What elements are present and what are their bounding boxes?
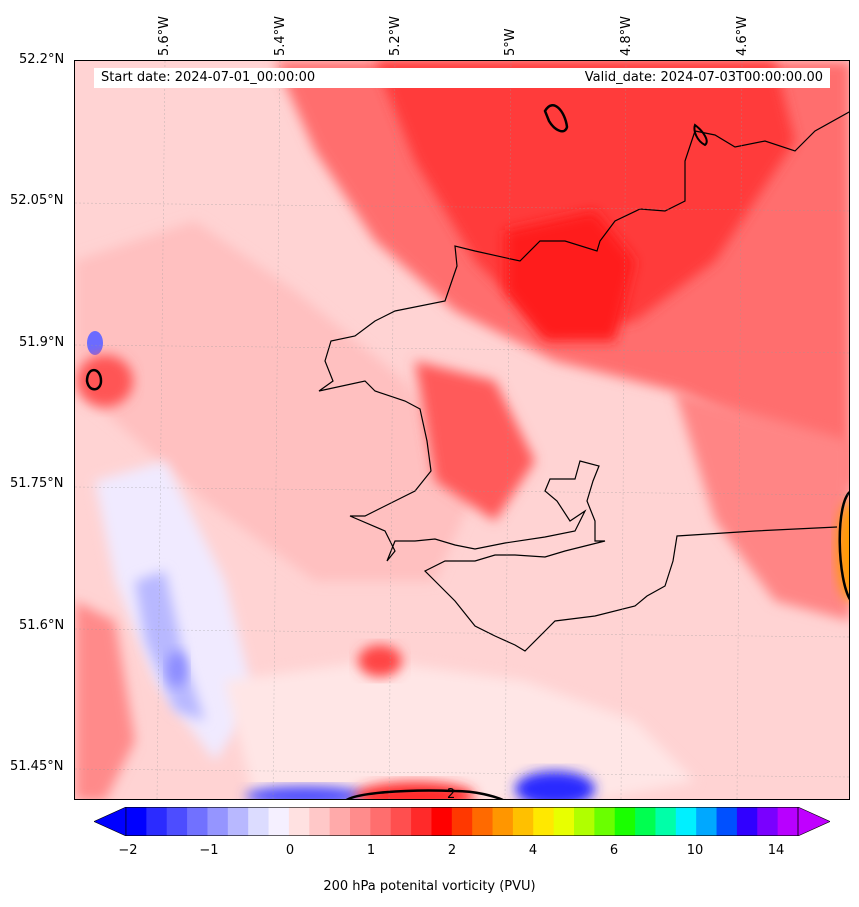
pv-field-svg: 2 bbox=[75, 61, 849, 800]
colorbar-segment bbox=[166, 807, 188, 836]
colorbar-segment bbox=[757, 807, 779, 836]
pv-blue-blob-far-w bbox=[87, 331, 103, 355]
colorbar-segment bbox=[227, 807, 249, 836]
colorbar-segment bbox=[553, 807, 575, 836]
colorbar-ticks: −2 −1 0 1 2 4 6 10 14 bbox=[0, 843, 859, 863]
pv-region-south-light bbox=[225, 661, 695, 799]
pv-region-sw bbox=[75, 601, 135, 799]
colorbar-segment bbox=[350, 807, 371, 836]
lon-label-6: 4.6°W bbox=[735, 15, 750, 56]
lon-label-5: 4.8°W bbox=[619, 15, 634, 56]
cbar-tick-9: 14 bbox=[767, 843, 785, 858]
colorbar-segment bbox=[675, 807, 697, 836]
colorbar-extend-left bbox=[93, 806, 127, 837]
cbar-tick-6: 4 bbox=[528, 843, 538, 858]
coastline bbox=[318, 111, 849, 652]
lat-label-3: 51.9°N bbox=[19, 335, 65, 350]
cbar-tick-3: 0 bbox=[285, 843, 295, 858]
contour-2-north bbox=[543, 104, 569, 133]
lon-label-1: 5.6°W bbox=[157, 15, 172, 56]
lon-label-4: 5°W bbox=[503, 28, 518, 56]
colorbar-segment bbox=[696, 807, 718, 836]
colorbar-frame bbox=[125, 807, 799, 836]
start-date-text: Start date: 2024-07-01_00:00:00 bbox=[101, 70, 316, 85]
pv-region-core-ne bbox=[375, 61, 795, 331]
pv-blue-blob-s1 bbox=[245, 786, 365, 799]
cbar-tick-5: 2 bbox=[447, 843, 457, 858]
pv-region-east bbox=[675, 391, 849, 621]
colorbar-segment bbox=[126, 807, 147, 836]
colorbar-segment bbox=[736, 807, 758, 836]
colorbar-extend-right bbox=[797, 806, 831, 837]
colorbar-segment bbox=[390, 807, 412, 836]
pv-region-mid bbox=[75, 221, 475, 581]
pv-region-central bbox=[415, 361, 535, 521]
contour-2-south bbox=[345, 789, 504, 799]
pv-map: 2 bbox=[74, 60, 850, 800]
colorbar-segment bbox=[472, 807, 494, 836]
colorbar-segment bbox=[716, 807, 738, 836]
colorbar-segment bbox=[533, 807, 555, 836]
lon-label-3: 5.2°W bbox=[388, 15, 403, 56]
lat-label-1: 52.2°N bbox=[19, 52, 65, 67]
cbar-tick-8: 10 bbox=[686, 843, 704, 858]
colorbar-segment bbox=[146, 807, 168, 836]
colorbar-segment bbox=[635, 807, 656, 836]
colorbar-segment bbox=[431, 807, 453, 836]
colorbar-segment bbox=[594, 807, 616, 836]
lat-label-2: 52.05°N bbox=[10, 193, 64, 208]
lat-label-6: 51.45°N bbox=[10, 759, 64, 774]
date-info-box: Start date: 2024-07-01_00:00:00 Valid_da… bbox=[94, 68, 830, 88]
pv-region-west-light bbox=[95, 461, 255, 761]
colorbar-segment bbox=[451, 807, 473, 836]
colorbar-segment bbox=[248, 807, 270, 836]
lat-label-5: 51.6°N bbox=[19, 618, 65, 633]
colorbar-segment bbox=[187, 807, 208, 836]
cbar-tick-7: 6 bbox=[609, 843, 619, 858]
colorbar bbox=[93, 806, 831, 837]
pv-region-west-blue bbox=[135, 571, 205, 721]
colorbar-segment bbox=[655, 807, 677, 836]
colorbar-segment bbox=[512, 807, 534, 836]
pv-red-blob-s2 bbox=[358, 645, 402, 677]
colorbar-segment bbox=[329, 807, 351, 836]
cbar-tick-4: 1 bbox=[366, 843, 376, 858]
colorbar-title: 200 hPa potenital vorticity (PVU) bbox=[323, 879, 536, 894]
colorbar-segment bbox=[207, 807, 229, 836]
pv-blue-blob-s2 bbox=[515, 771, 595, 799]
lon-label-2: 5.4°W bbox=[273, 15, 288, 56]
lat-label-4: 51.75°N bbox=[10, 476, 64, 491]
pv-red-patch-w bbox=[77, 355, 133, 407]
cbar-tick-1: −2 bbox=[118, 843, 138, 858]
gridlines bbox=[75, 61, 849, 799]
colorbar-segment bbox=[777, 807, 799, 836]
colorbar-segment bbox=[309, 807, 331, 836]
pv-blue-blob-w bbox=[167, 651, 187, 687]
colorbar-segment bbox=[268, 807, 290, 836]
cbar-tick-2: −1 bbox=[199, 843, 219, 858]
contour-2-west bbox=[85, 368, 103, 391]
colorbar-segment bbox=[411, 807, 432, 836]
colorbar-segment bbox=[574, 807, 595, 836]
colorbar-segment bbox=[370, 807, 392, 836]
contour-label: 2 bbox=[447, 787, 455, 800]
colorbar-segment bbox=[288, 807, 310, 836]
valid-date-text: Valid_date: 2024-07-03T00:00:00.00 bbox=[584, 70, 823, 85]
colorbar-segment bbox=[492, 807, 514, 836]
colorbar-svg bbox=[93, 806, 831, 837]
contour-2-east bbox=[838, 491, 849, 600]
colorbar-segment bbox=[614, 807, 636, 836]
